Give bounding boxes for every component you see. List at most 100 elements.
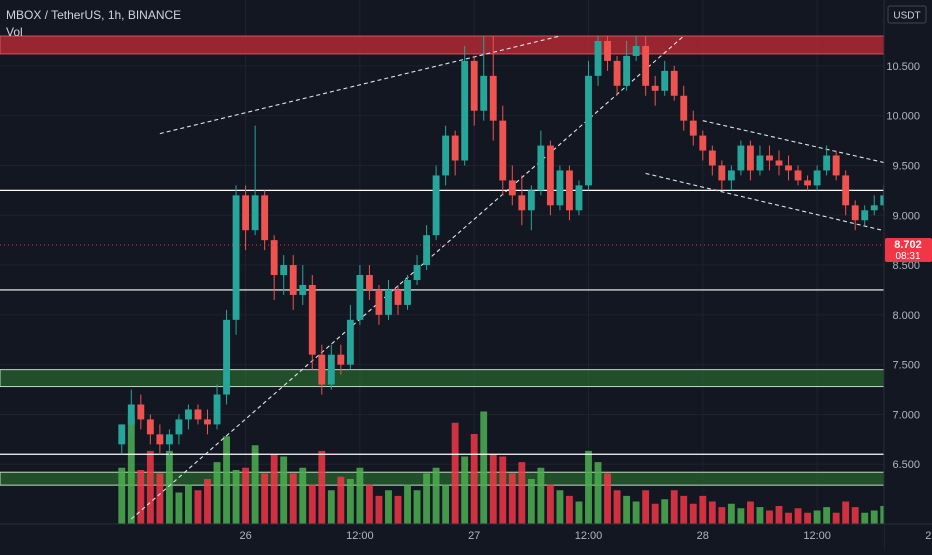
volume-indicator-label[interactable]: Vol <box>6 25 23 39</box>
volume-bar <box>299 467 307 524</box>
candle-body <box>204 419 211 425</box>
volume-bar <box>518 462 526 524</box>
candle-body <box>794 170 802 181</box>
legend[interactable]: MBOX / TetherUS, 1h, BINANCE Vol <box>6 8 181 39</box>
candle-body <box>746 145 754 171</box>
candle-body <box>299 284 307 295</box>
support-zone[interactable] <box>0 369 885 388</box>
volume-bar <box>327 490 335 524</box>
candle-body <box>394 289 402 305</box>
volume-bar <box>756 507 764 524</box>
candle-body <box>613 60 621 86</box>
volume-bar <box>489 454 497 524</box>
volume-bar <box>537 467 545 524</box>
candle-body <box>185 409 192 420</box>
time-tick-label: 28 <box>697 530 709 542</box>
trendline[interactable] <box>645 172 932 404</box>
volume-bar <box>270 454 278 524</box>
price-zones <box>0 35 885 486</box>
candle-body <box>346 319 354 365</box>
candle-body <box>651 85 659 91</box>
candle-body <box>680 95 688 121</box>
candle-body <box>413 265 421 280</box>
candle-body <box>146 419 154 435</box>
candle-body <box>861 210 869 221</box>
volume-bar <box>156 473 164 524</box>
volume-bar <box>699 495 707 524</box>
volume-bar <box>785 512 792 524</box>
candle-body <box>213 394 221 425</box>
volume-bar <box>280 456 288 524</box>
volume-bar <box>746 501 754 524</box>
candle-body <box>756 155 764 171</box>
candle-body <box>727 170 735 181</box>
candle-body <box>537 145 545 191</box>
candle-body <box>813 170 821 186</box>
time-tick-label: 26 <box>239 530 251 542</box>
volume-bar <box>708 501 716 524</box>
candle-body <box>604 40 611 61</box>
candle-body <box>365 275 373 290</box>
volume-bar <box>146 450 154 524</box>
candle-body <box>289 265 297 295</box>
volume-bar <box>804 512 812 524</box>
last-price-value: 8.702 <box>894 239 922 251</box>
volume-bar <box>718 507 726 524</box>
candle-body <box>670 70 678 96</box>
candle-body <box>661 70 669 91</box>
volume-bar <box>594 462 602 524</box>
candle-body <box>508 180 516 196</box>
volume-bar <box>213 462 221 524</box>
candle-body <box>385 289 392 315</box>
candle-body <box>737 145 745 171</box>
volume-bar <box>470 434 478 524</box>
volume-bar <box>623 495 631 524</box>
volume-bar <box>842 501 850 524</box>
volume-bar <box>127 417 135 524</box>
candle-body <box>318 354 326 385</box>
price-axis[interactable]: 10.500 10.000 9.500 9.000 8.500 8.000 7.500 7.0… <box>883 0 932 550</box>
volume-bar <box>185 484 192 524</box>
candle-body <box>823 155 831 171</box>
candle-body <box>689 120 697 136</box>
currency-label[interactable]: USDT <box>887 5 927 24</box>
time-tick-label: 12:00 <box>346 530 374 542</box>
trendline[interactable] <box>702 120 932 330</box>
candle-body <box>785 165 792 171</box>
volume-bar <box>727 503 735 524</box>
volume-bar <box>261 473 269 524</box>
volume-bar <box>604 473 611 524</box>
volume-bar <box>118 467 126 524</box>
candle-body <box>232 195 240 320</box>
candle-body <box>527 190 535 211</box>
candle-body <box>585 75 592 186</box>
time-tick-label: 27 <box>468 530 480 542</box>
volume-bar <box>375 495 383 524</box>
volume-bar <box>680 495 688 524</box>
candle-body <box>870 205 878 211</box>
currency-label-box <box>887 5 927 24</box>
price-tick-label: 8.000 <box>892 310 920 322</box>
candle-body <box>327 354 335 385</box>
symbol-title[interactable]: MBOX / TetherUS, 1h, BINANCE <box>6 8 181 22</box>
volume-bar <box>137 470 145 524</box>
volume-bar <box>385 490 392 524</box>
candle-body <box>432 175 440 236</box>
resistance-zone[interactable] <box>0 35 885 55</box>
volume-bar <box>394 495 402 524</box>
volume-bar <box>499 456 507 524</box>
candle-body <box>556 170 564 206</box>
volume-bar <box>242 467 250 524</box>
volume-bar <box>318 450 326 524</box>
volume-bar <box>480 411 488 524</box>
candle-body <box>118 424 126 445</box>
price-tick-label: 7.000 <box>892 409 920 421</box>
candle-body <box>851 205 859 221</box>
volume-bar <box>794 508 802 524</box>
candle-body <box>127 404 135 425</box>
candle-body <box>461 60 469 161</box>
price-tick-label: 7.500 <box>892 360 920 372</box>
candle-body <box>832 155 840 176</box>
